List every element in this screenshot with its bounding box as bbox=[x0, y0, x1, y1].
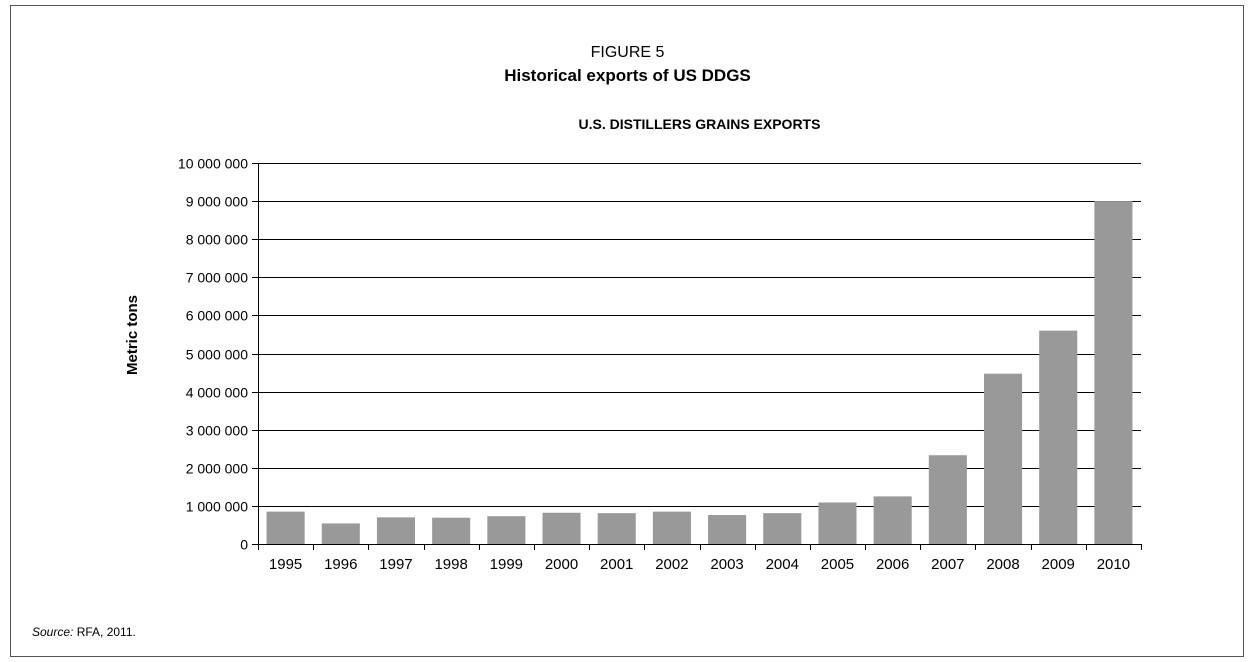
y-tick-label: 10 000 000 bbox=[178, 156, 248, 172]
x-tick-label: 2001 bbox=[600, 556, 633, 573]
y-tick-label: 1 000 000 bbox=[186, 499, 248, 515]
y-tick-label: 8 000 000 bbox=[186, 232, 248, 248]
bar-2007 bbox=[928, 455, 967, 544]
x-tick-label: 2010 bbox=[1097, 556, 1130, 573]
bar-1998 bbox=[432, 517, 471, 544]
bar-2005 bbox=[818, 502, 857, 544]
x-tick-label: 2009 bbox=[1042, 556, 1075, 573]
bar-1999 bbox=[487, 516, 526, 544]
y-tick-label: 2 000 000 bbox=[186, 461, 248, 477]
y-tick-labels: 0 1 000 000 2 000 000 3 000 000 4 000 000 5 0… bbox=[178, 156, 248, 553]
x-tick-label: 1995 bbox=[269, 556, 302, 573]
y-tick-label: 5 000 000 bbox=[186, 347, 248, 363]
bar-2009 bbox=[1039, 330, 1078, 544]
x-tick-label: 2004 bbox=[766, 556, 799, 573]
bar-2000 bbox=[542, 512, 581, 544]
bar-1995 bbox=[266, 511, 305, 544]
y-tick-label: 0 bbox=[240, 537, 248, 553]
x-tick-label: 2007 bbox=[931, 556, 964, 573]
figure-label: FIGURE 5 bbox=[590, 44, 665, 61]
bar-2008 bbox=[983, 373, 1023, 544]
bars bbox=[266, 201, 1133, 545]
y-tick-label: 7 000 000 bbox=[186, 270, 248, 286]
source-text: RFA, 2011. bbox=[73, 625, 136, 639]
figure-title: Historical exports of US DDGS bbox=[504, 66, 751, 85]
source-label: Source: bbox=[32, 625, 74, 639]
chart-title: U.S. DISTILLERS GRAINS EXPORTS bbox=[578, 116, 821, 132]
bar-2001 bbox=[597, 513, 636, 544]
bar-2003 bbox=[708, 515, 747, 544]
bar-1996 bbox=[321, 523, 360, 544]
axes bbox=[252, 163, 1142, 550]
x-tick-label: 1996 bbox=[324, 556, 357, 573]
x-tick-label: 1999 bbox=[490, 556, 523, 573]
y-tick-label: 4 000 000 bbox=[186, 385, 248, 401]
x-tick-label: 2008 bbox=[986, 556, 1019, 573]
x-tick-label: 2003 bbox=[710, 556, 743, 573]
figure-frame bbox=[10, 5, 1244, 657]
y-tick-label: 6 000 000 bbox=[186, 308, 248, 324]
source-note: Source: RFA, 2011. bbox=[32, 625, 136, 639]
bar-2006 bbox=[873, 496, 912, 545]
x-tick-label: 2006 bbox=[876, 556, 909, 573]
bar-1997 bbox=[376, 517, 416, 544]
y-axis-label: Metric tons bbox=[124, 295, 141, 375]
y-tick-label: 3 000 000 bbox=[186, 423, 248, 439]
x-tick-label: 2000 bbox=[545, 556, 578, 573]
x-tick-labels: 1995 1996 1997 1998 1999 2000 2001 2002 2003 2004… bbox=[269, 556, 1130, 573]
bar-2004 bbox=[763, 513, 802, 544]
x-tick-label: 1998 bbox=[434, 556, 467, 573]
x-tick-label: 1997 bbox=[379, 556, 412, 573]
bar-2002 bbox=[652, 511, 691, 544]
y-tick-label: 9 000 000 bbox=[186, 194, 248, 210]
bar-2010 bbox=[1094, 201, 1133, 544]
x-tick-label: 2002 bbox=[655, 556, 688, 573]
x-tick-label: 2005 bbox=[821, 556, 854, 573]
